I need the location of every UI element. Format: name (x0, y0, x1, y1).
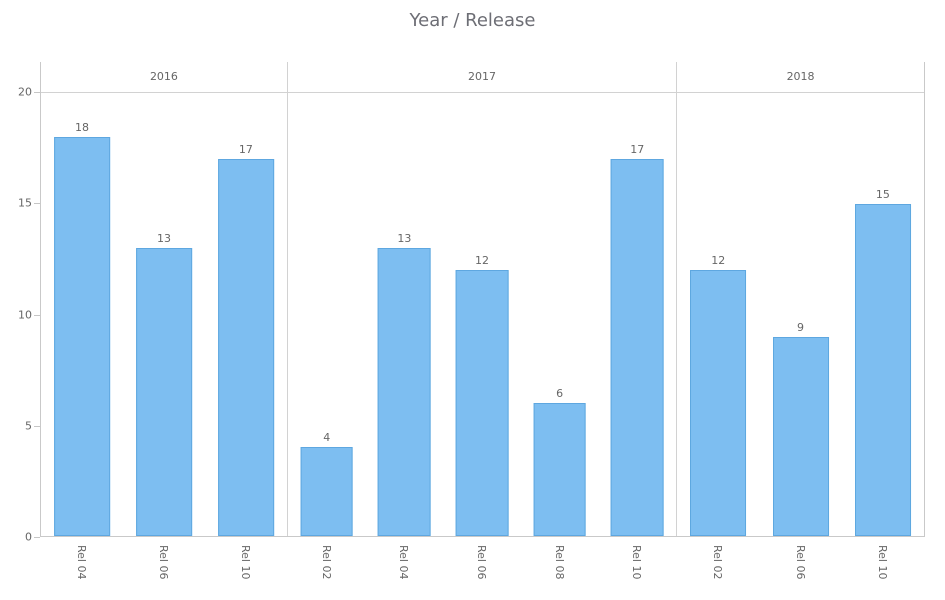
category-label: Rel 06 (474, 545, 488, 580)
bar-slot: 17 Rel 10 (598, 93, 676, 579)
bar-value-label: 6 (556, 387, 564, 401)
y-tick-label: 0 (25, 530, 32, 544)
bar-value-label: 15 (875, 187, 890, 201)
bars-row: 18 Rel 04 13 Rel 06 17 Rel 10 (41, 93, 287, 579)
bar[interactable]: 17 (218, 143, 274, 536)
bar-slot: 18 Rel 04 (41, 93, 123, 579)
y-tick-label: 15 (18, 196, 32, 210)
category-label: Rel 10 (875, 545, 889, 580)
category-label: Rel 04 (74, 545, 88, 580)
bars-row: 4 Rel 02 13 Rel 04 12 Rel 06 6 Rel 08 17 Rel 10 (288, 93, 676, 579)
y-tick-label: 20 (18, 85, 32, 99)
bar-slot: 9 Rel 06 (759, 93, 841, 579)
category-label: Rel 06 (156, 545, 170, 580)
bar-slot: 13 Rel 04 (366, 93, 444, 579)
bar-value-label: 13 (156, 232, 171, 246)
y-tick-mark (34, 537, 40, 538)
bar-slot: 6 Rel 08 (521, 93, 599, 579)
year-group: 2016 18 Rel 04 13 Rel 06 17 Rel 10 (41, 62, 288, 579)
y-tick-mark (34, 203, 40, 205)
y-tick-mark (34, 425, 40, 427)
bar[interactable]: 17 (610, 143, 664, 536)
bar-slot: 15 Rel 10 (842, 93, 924, 579)
bar[interactable]: 12 (455, 254, 509, 536)
category-label: Rel 02 (711, 545, 725, 580)
bar-slot: 4 Rel 02 (288, 93, 366, 579)
category-label: Rel 10 (630, 545, 644, 580)
y-tick-mark (34, 314, 40, 316)
year-group: 2017 4 Rel 02 13 Rel 04 12 Rel 06 6 Rel 08 17 Rel … (287, 62, 678, 579)
y-tick-mark (34, 92, 40, 93)
bar-value-label: 17 (238, 143, 253, 157)
bar[interactable]: 15 (854, 188, 911, 536)
bars-row: 12 Rel 02 9 Rel 06 15 Rel 10 (677, 93, 924, 579)
year-group: 2018 12 Rel 02 9 Rel 06 15 Rel 10 (677, 62, 924, 579)
bar[interactable]: 4 (300, 431, 354, 536)
category-label: Rel 04 (397, 545, 411, 580)
bar[interactable]: 18 (54, 121, 110, 536)
bar-value-label: 18 (74, 121, 89, 135)
category-label: Rel 06 (793, 545, 807, 580)
category-label: Rel 10 (238, 545, 252, 580)
bar-value-label: 13 (397, 232, 412, 246)
bar[interactable]: 13 (377, 232, 431, 536)
chart-title: Year / Release (409, 10, 536, 31)
bar-value-label: 9 (797, 320, 805, 334)
bar-slot: 17 Rel 10 (205, 93, 287, 579)
bar-slot: 12 Rel 02 (677, 93, 759, 579)
bar-slot: 12 Rel 06 (443, 93, 521, 579)
bar[interactable]: 12 (690, 254, 747, 536)
category-label: Rel 02 (319, 545, 333, 580)
plot-area: 2016 18 Rel 04 13 Rel 06 17 Rel 10 2017 4 Rel 02 1… (40, 62, 925, 579)
bar-value-label: 12 (474, 254, 489, 268)
bar-value-label: 17 (630, 143, 645, 157)
bar[interactable]: 9 (772, 321, 829, 536)
bar[interactable]: 13 (136, 232, 192, 536)
year-group-label: 2016 (41, 62, 287, 93)
y-tick-label: 5 (25, 419, 32, 433)
year-group-label: 2018 (677, 62, 924, 93)
y-axis: 0 5 10 15 20 (0, 62, 40, 544)
bar[interactable]: 6 (533, 387, 587, 536)
bar-value-label: 4 (323, 431, 331, 445)
y-tick-label: 10 (18, 308, 32, 321)
category-label: Rel 08 (552, 545, 566, 580)
year-group-label: 2017 (287, 62, 677, 93)
bar-slot: 13 Rel 06 (123, 93, 205, 579)
bar-value-label: 12 (711, 254, 726, 268)
